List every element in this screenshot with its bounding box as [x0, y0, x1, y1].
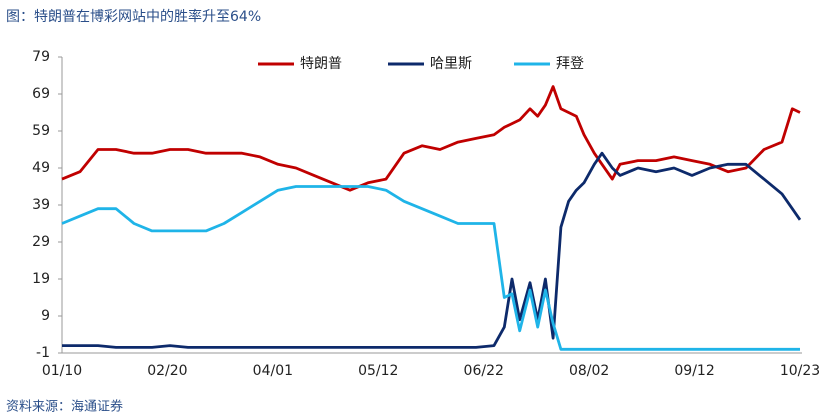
series-line: [62, 151, 802, 349]
x-tick-label: 02/20: [147, 363, 187, 379]
x-tick-label: 09/12: [674, 363, 714, 379]
legend-label: 哈里斯: [430, 56, 472, 72]
source-note: 资料来源：海通证券: [6, 399, 123, 415]
series-line: [61, 185, 800, 351]
y-tick-label: 69: [32, 86, 50, 102]
y-tick-label: 59: [32, 123, 50, 139]
y-tick-label: 9: [41, 308, 50, 324]
x-tick-label: 10/23: [780, 363, 820, 379]
y-tick-label: 29: [32, 234, 50, 250]
x-tick-label: 06/22: [464, 363, 504, 379]
legend-label: 特朗普: [300, 56, 342, 72]
chart-title: 图：特朗普在博彩网站中的胜率升至64%: [6, 8, 261, 25]
y-tick-label: 79: [32, 49, 50, 65]
y-tick-label: 19: [32, 271, 50, 287]
y-tick-label: -1: [36, 345, 50, 361]
y-tick-label: 39: [32, 197, 50, 213]
legend-label: 拜登: [556, 56, 584, 72]
series-line: [61, 85, 801, 192]
x-tick-label: 04/01: [253, 363, 293, 379]
y-tick-label: 49: [32, 160, 50, 176]
x-tick-label: 05/12: [358, 363, 398, 379]
x-tick-label: 01/10: [42, 363, 82, 379]
x-tick-label: 08/02: [569, 363, 609, 379]
